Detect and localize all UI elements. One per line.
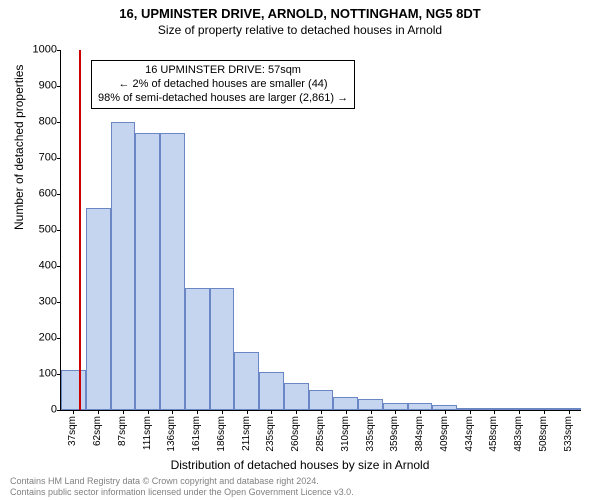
x-tick-mark xyxy=(172,410,173,414)
x-tick-label: 533sqm xyxy=(564,416,574,452)
x-tick-mark xyxy=(420,410,421,414)
x-tick-mark xyxy=(346,410,347,414)
histogram-bar xyxy=(111,122,136,410)
y-tick-mark xyxy=(57,158,61,159)
y-tick-label: 600 xyxy=(17,189,57,200)
y-tick-label: 500 xyxy=(17,225,57,236)
annotation-box: 16 UPMINSTER DRIVE: 57sqm← 2% of detache… xyxy=(91,60,355,109)
annotation-line: 16 UPMINSTER DRIVE: 57sqm xyxy=(98,64,348,78)
chart-subtitle: Size of property relative to detached ho… xyxy=(0,23,600,37)
x-tick-label: 434sqm xyxy=(465,416,475,452)
histogram-bar xyxy=(135,133,160,410)
x-tick-mark xyxy=(123,410,124,414)
x-tick-label: 186sqm xyxy=(217,416,227,452)
y-tick-mark xyxy=(57,410,61,411)
histogram-bar xyxy=(160,133,185,410)
title-block: 16, UPMINSTER DRIVE, ARNOLD, NOTTINGHAM,… xyxy=(0,0,600,37)
chart-area: 0100200300400500600700800900100037sqm62s… xyxy=(60,50,580,410)
x-tick-mark xyxy=(445,410,446,414)
x-tick-label: 458sqm xyxy=(489,416,499,452)
y-tick-mark xyxy=(57,230,61,231)
histogram-bar xyxy=(185,288,210,410)
x-tick-label: 483sqm xyxy=(514,416,524,452)
x-tick-label: 87sqm xyxy=(118,416,128,446)
y-tick-mark xyxy=(57,266,61,267)
y-tick-mark xyxy=(57,194,61,195)
y-tick-label: 0 xyxy=(17,405,57,416)
histogram-bar xyxy=(61,370,86,410)
x-tick-label: 409sqm xyxy=(440,416,450,452)
y-tick-label: 300 xyxy=(17,297,57,308)
x-tick-mark xyxy=(494,410,495,414)
y-tick-mark xyxy=(57,50,61,51)
y-tick-mark xyxy=(57,86,61,87)
footer-line-2: Contains public sector information licen… xyxy=(10,487,354,498)
x-tick-mark xyxy=(247,410,248,414)
x-tick-mark xyxy=(296,410,297,414)
histogram-bar xyxy=(86,208,111,410)
x-tick-label: 285sqm xyxy=(316,416,326,452)
marker-line xyxy=(79,50,81,410)
x-tick-mark xyxy=(222,410,223,414)
x-axis-label: Distribution of detached houses by size … xyxy=(0,458,600,472)
x-tick-mark xyxy=(73,410,74,414)
x-tick-label: 335sqm xyxy=(366,416,376,452)
histogram-bar xyxy=(284,383,309,410)
x-tick-label: 384sqm xyxy=(415,416,425,452)
x-tick-label: 161sqm xyxy=(192,416,202,452)
footer-line-1: Contains HM Land Registry data © Crown c… xyxy=(10,476,354,487)
plot-area: 0100200300400500600700800900100037sqm62s… xyxy=(60,50,581,411)
x-tick-mark xyxy=(148,410,149,414)
x-tick-mark xyxy=(321,410,322,414)
x-tick-label: 260sqm xyxy=(291,416,301,452)
x-tick-mark xyxy=(197,410,198,414)
x-tick-mark xyxy=(519,410,520,414)
histogram-bar xyxy=(210,288,235,410)
attribution-footer: Contains HM Land Registry data © Crown c… xyxy=(10,476,354,498)
y-tick-label: 1000 xyxy=(17,45,57,56)
x-tick-mark xyxy=(98,410,99,414)
x-tick-label: 211sqm xyxy=(242,416,252,451)
histogram-bar xyxy=(259,372,284,410)
x-tick-mark xyxy=(470,410,471,414)
y-tick-label: 200 xyxy=(17,333,57,344)
histogram-bar xyxy=(383,403,408,410)
y-tick-mark xyxy=(57,122,61,123)
x-tick-label: 37sqm xyxy=(68,416,78,446)
histogram-bar xyxy=(333,397,358,410)
histogram-bar xyxy=(234,352,259,410)
x-tick-label: 508sqm xyxy=(539,416,549,452)
x-tick-mark xyxy=(271,410,272,414)
chart-title: 16, UPMINSTER DRIVE, ARNOLD, NOTTINGHAM,… xyxy=(0,6,600,21)
x-tick-mark xyxy=(371,410,372,414)
x-tick-mark xyxy=(544,410,545,414)
x-tick-label: 136sqm xyxy=(167,416,177,452)
y-tick-label: 100 xyxy=(17,369,57,380)
x-tick-label: 62sqm xyxy=(93,416,103,446)
y-tick-label: 900 xyxy=(17,81,57,92)
y-tick-mark xyxy=(57,302,61,303)
histogram-bar xyxy=(408,403,433,410)
x-tick-label: 310sqm xyxy=(341,416,351,452)
y-tick-label: 700 xyxy=(17,153,57,164)
annotation-line: ← 2% of detached houses are smaller (44) xyxy=(98,78,348,92)
histogram-bar xyxy=(358,399,383,410)
x-tick-label: 235sqm xyxy=(266,416,276,452)
y-tick-mark xyxy=(57,338,61,339)
x-tick-label: 111sqm xyxy=(143,416,153,450)
annotation-line: 98% of semi-detached houses are larger (… xyxy=(98,92,348,106)
histogram-bar xyxy=(309,390,334,410)
x-tick-mark xyxy=(569,410,570,414)
y-tick-label: 800 xyxy=(17,117,57,128)
y-tick-label: 400 xyxy=(17,261,57,272)
x-tick-mark xyxy=(395,410,396,414)
x-tick-label: 359sqm xyxy=(390,416,400,452)
